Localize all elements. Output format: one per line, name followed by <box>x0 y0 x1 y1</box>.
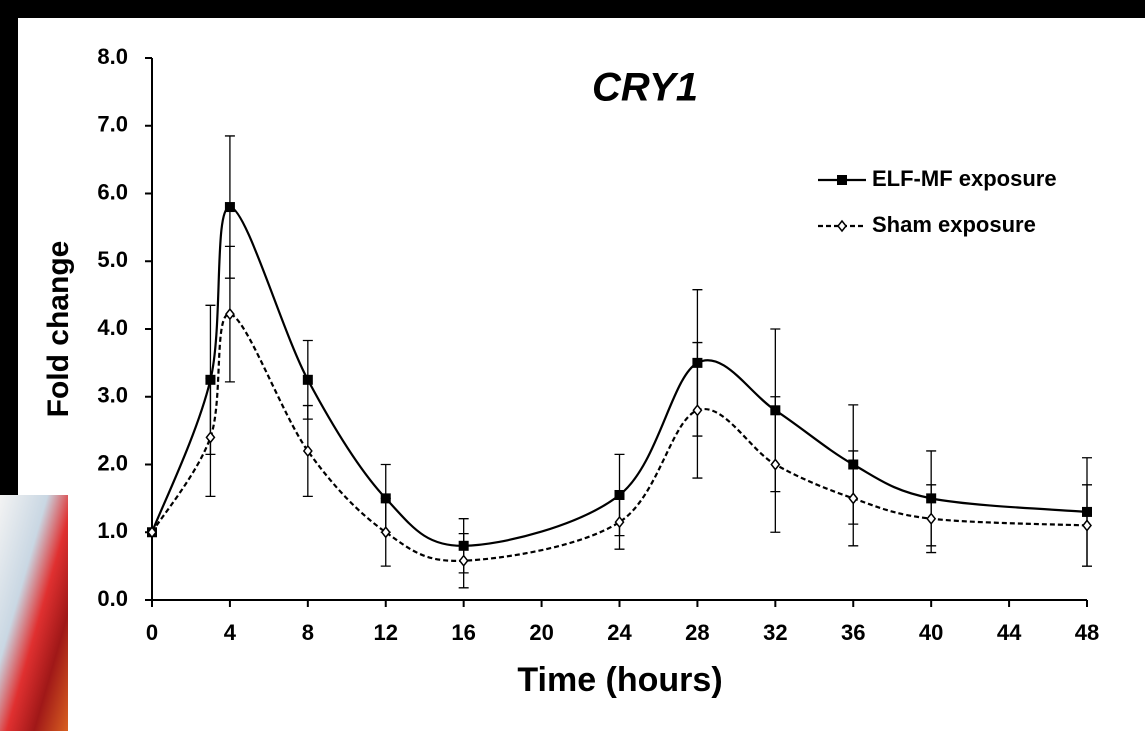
x-tick-label: 32 <box>763 620 787 645</box>
data-point <box>302 374 313 385</box>
data-point <box>458 554 469 567</box>
data-point <box>224 202 235 213</box>
left-bar <box>0 0 18 495</box>
data-point <box>1082 519 1092 532</box>
data-point <box>926 512 937 525</box>
x-tick-label: 44 <box>997 620 1022 645</box>
y-axis-label: Fold change <box>42 241 75 418</box>
y-tick-label: 0.0 <box>97 586 128 611</box>
y-tick-label: 5.0 <box>97 247 128 272</box>
data-point <box>692 404 703 417</box>
legend-label: ELF-MF exposure <box>872 166 1057 191</box>
data-point <box>302 444 313 458</box>
x-tick-label: 12 <box>374 620 398 645</box>
x-tick-label: 36 <box>841 620 865 645</box>
legend-label: Sham exposure <box>872 212 1036 237</box>
y-tick-label: 4.0 <box>97 315 128 340</box>
data-point <box>205 431 216 444</box>
data-point <box>380 526 391 539</box>
top-bar <box>0 0 1145 18</box>
legend-marker <box>837 219 847 233</box>
x-tick-label: 16 <box>451 620 475 645</box>
x-tick-label: 24 <box>607 620 632 645</box>
data-point <box>614 515 625 529</box>
y-tick-label: 2.0 <box>97 450 128 475</box>
y-tick-label: 6.0 <box>97 179 128 204</box>
x-tick-label: 0 <box>146 620 158 645</box>
y-tick-label: 3.0 <box>97 383 128 408</box>
data-point <box>770 458 781 471</box>
x-tick-label: 4 <box>224 620 237 645</box>
x-tick-label: 40 <box>919 620 943 645</box>
series-line <box>151 312 1088 562</box>
x-tick-label: 28 <box>685 620 709 645</box>
y-tick-label: 7.0 <box>97 112 128 137</box>
data-point <box>848 492 859 505</box>
data-point <box>147 526 157 539</box>
legend-marker <box>837 175 847 185</box>
y-tick-label: 1.0 <box>97 518 128 543</box>
x-tick-label: 48 <box>1075 620 1099 645</box>
background-photo <box>0 495 68 731</box>
chart-title: CRY1 <box>592 66 698 110</box>
data-point <box>224 307 235 321</box>
x-tick-label: 20 <box>529 620 553 645</box>
x-axis-label: Time (hours) <box>517 661 722 699</box>
x-tick-label: 8 <box>302 620 314 645</box>
y-tick-label: 8.0 <box>97 44 128 69</box>
